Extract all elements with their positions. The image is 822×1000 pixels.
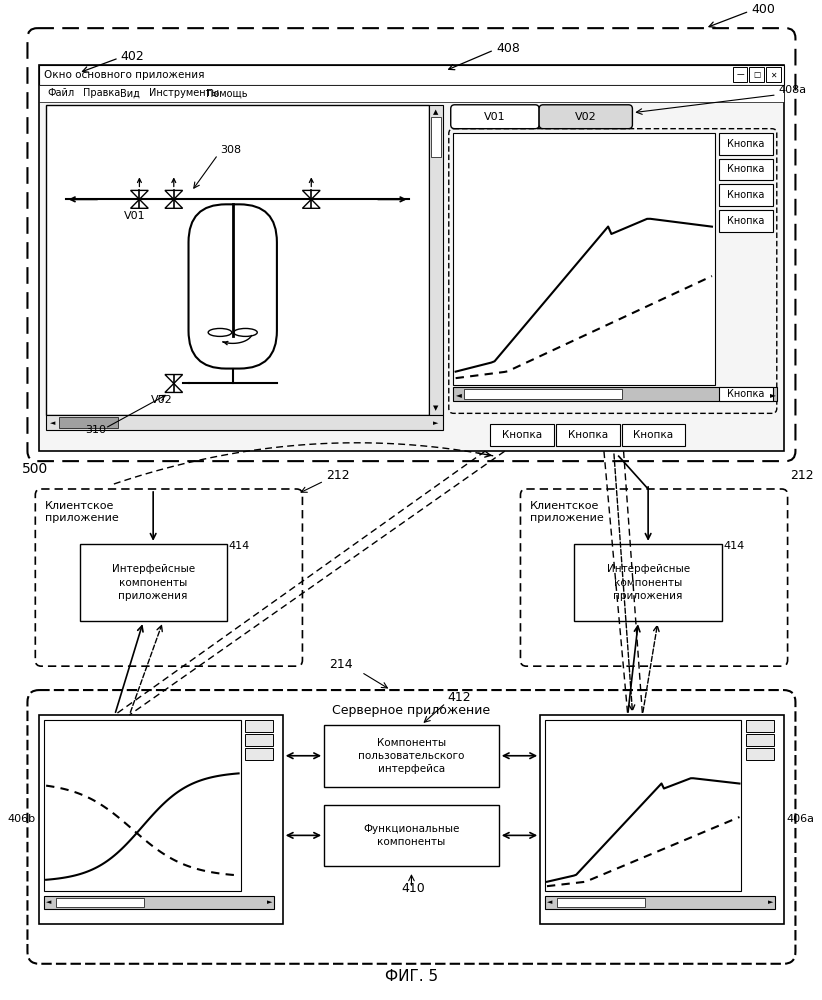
FancyBboxPatch shape bbox=[246, 734, 273, 746]
FancyBboxPatch shape bbox=[44, 896, 274, 909]
Text: 414: 414 bbox=[723, 541, 745, 551]
Text: Правка: Правка bbox=[84, 88, 121, 98]
FancyBboxPatch shape bbox=[188, 204, 277, 369]
FancyBboxPatch shape bbox=[732, 67, 747, 82]
Text: Окно основного приложения: Окно основного приложения bbox=[44, 70, 205, 80]
Text: 310: 310 bbox=[85, 425, 106, 435]
Text: 406b: 406b bbox=[7, 814, 35, 824]
Text: ►: ► bbox=[770, 390, 776, 399]
FancyBboxPatch shape bbox=[719, 210, 773, 232]
FancyBboxPatch shape bbox=[431, 117, 441, 157]
Text: Интерфейсные
компоненты
приложения: Интерфейсные компоненты приложения bbox=[112, 564, 195, 601]
Text: V01: V01 bbox=[123, 211, 145, 221]
Text: ►: ► bbox=[433, 420, 439, 426]
Text: Кнопка: Кнопка bbox=[727, 216, 764, 226]
FancyBboxPatch shape bbox=[39, 65, 783, 85]
FancyBboxPatch shape bbox=[556, 898, 645, 907]
Text: ◄: ◄ bbox=[547, 900, 552, 906]
FancyBboxPatch shape bbox=[246, 748, 273, 760]
Text: Помощь: Помощь bbox=[206, 88, 247, 98]
FancyBboxPatch shape bbox=[39, 85, 783, 102]
FancyBboxPatch shape bbox=[464, 389, 621, 399]
Text: 408: 408 bbox=[496, 42, 520, 55]
Text: Функциональные
компоненты: Функциональные компоненты bbox=[363, 824, 459, 847]
FancyBboxPatch shape bbox=[545, 896, 775, 909]
Text: 212: 212 bbox=[791, 469, 814, 482]
FancyBboxPatch shape bbox=[80, 544, 227, 621]
FancyBboxPatch shape bbox=[324, 805, 499, 866]
Text: ►: ► bbox=[769, 900, 774, 906]
Text: Вид: Вид bbox=[120, 88, 140, 98]
Text: Клиентское
приложение: Клиентское приложение bbox=[530, 501, 604, 523]
Text: 214: 214 bbox=[329, 658, 353, 671]
Text: Клиентское
приложение: Клиентское приложение bbox=[45, 501, 119, 523]
Text: □: □ bbox=[753, 70, 760, 79]
FancyBboxPatch shape bbox=[746, 734, 774, 746]
FancyBboxPatch shape bbox=[59, 417, 118, 428]
Text: 406a: 406a bbox=[787, 814, 815, 824]
FancyBboxPatch shape bbox=[719, 159, 773, 180]
Text: Кнопка: Кнопка bbox=[727, 139, 764, 149]
Text: Кнопка: Кнопка bbox=[727, 164, 764, 174]
FancyBboxPatch shape bbox=[719, 184, 773, 206]
Text: 500: 500 bbox=[21, 462, 48, 476]
FancyBboxPatch shape bbox=[719, 387, 773, 401]
Text: 412: 412 bbox=[448, 691, 471, 704]
Text: ►: ► bbox=[267, 900, 273, 906]
FancyBboxPatch shape bbox=[490, 424, 554, 446]
FancyBboxPatch shape bbox=[556, 424, 620, 446]
Text: Серверное приложение: Серверное приложение bbox=[332, 704, 491, 717]
Text: 308: 308 bbox=[220, 145, 241, 155]
Text: Интерфейсные
компоненты
приложения: Интерфейсные компоненты приложения bbox=[607, 564, 690, 601]
FancyBboxPatch shape bbox=[719, 133, 773, 155]
Text: ◄: ◄ bbox=[455, 390, 461, 399]
Text: 212: 212 bbox=[326, 469, 349, 482]
Text: 414: 414 bbox=[229, 541, 250, 551]
Text: —: — bbox=[737, 70, 744, 79]
Text: 408a: 408a bbox=[778, 85, 807, 95]
Text: Файл: Файл bbox=[47, 88, 74, 98]
Text: Компоненты
пользовательского
интерфейса: Компоненты пользовательского интерфейса bbox=[358, 738, 464, 774]
Text: ▼: ▼ bbox=[433, 405, 439, 411]
FancyBboxPatch shape bbox=[453, 133, 715, 385]
Text: ФИГ. 5: ФИГ. 5 bbox=[385, 969, 438, 984]
FancyBboxPatch shape bbox=[539, 105, 632, 129]
FancyBboxPatch shape bbox=[545, 720, 741, 891]
Text: V01: V01 bbox=[484, 112, 506, 122]
Text: 402: 402 bbox=[121, 50, 145, 63]
FancyBboxPatch shape bbox=[621, 424, 686, 446]
Text: ◄: ◄ bbox=[50, 420, 56, 426]
FancyBboxPatch shape bbox=[39, 715, 283, 924]
FancyBboxPatch shape bbox=[46, 415, 443, 430]
FancyBboxPatch shape bbox=[450, 105, 539, 129]
FancyBboxPatch shape bbox=[44, 720, 241, 891]
FancyBboxPatch shape bbox=[56, 898, 145, 907]
FancyBboxPatch shape bbox=[746, 748, 774, 760]
Text: ▲: ▲ bbox=[433, 109, 439, 115]
FancyBboxPatch shape bbox=[246, 720, 273, 732]
Text: ✕: ✕ bbox=[770, 70, 777, 79]
Text: Кнопка: Кнопка bbox=[634, 430, 673, 440]
FancyBboxPatch shape bbox=[746, 720, 774, 732]
FancyBboxPatch shape bbox=[750, 67, 764, 82]
Text: Кнопка: Кнопка bbox=[727, 389, 764, 399]
Text: Инструменты: Инструменты bbox=[150, 88, 219, 98]
FancyBboxPatch shape bbox=[429, 105, 443, 415]
FancyBboxPatch shape bbox=[324, 725, 499, 787]
Text: Кнопка: Кнопка bbox=[727, 190, 764, 200]
Text: Кнопка: Кнопка bbox=[502, 430, 542, 440]
Text: 400: 400 bbox=[751, 3, 775, 16]
FancyBboxPatch shape bbox=[575, 544, 722, 621]
Text: 410: 410 bbox=[402, 882, 425, 895]
Text: Кнопка: Кнопка bbox=[568, 430, 607, 440]
Text: V02: V02 bbox=[575, 112, 597, 122]
FancyBboxPatch shape bbox=[540, 715, 783, 924]
Text: ◄: ◄ bbox=[46, 900, 52, 906]
FancyBboxPatch shape bbox=[766, 67, 781, 82]
FancyBboxPatch shape bbox=[46, 105, 429, 415]
FancyBboxPatch shape bbox=[39, 65, 783, 451]
FancyBboxPatch shape bbox=[453, 387, 777, 401]
Text: V02: V02 bbox=[151, 395, 173, 405]
